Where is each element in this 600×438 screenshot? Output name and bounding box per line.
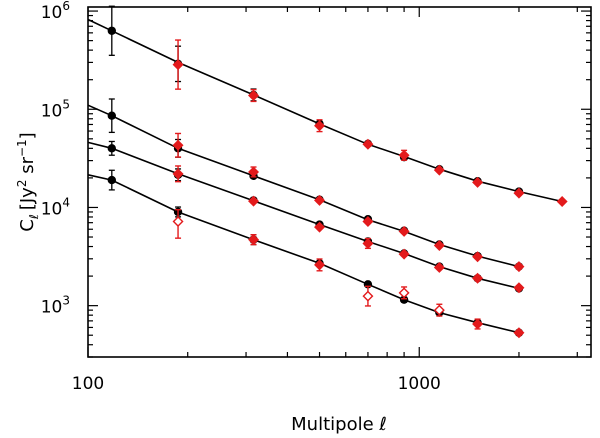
black-data-point xyxy=(107,175,117,185)
model-line xyxy=(87,18,563,203)
red-diamond-point xyxy=(398,149,410,161)
x-axis-label: Multipole ℓ xyxy=(291,414,387,435)
red-open-diamond-point xyxy=(172,215,184,227)
y-tick-label: 106 xyxy=(41,0,70,23)
series-curve-2 xyxy=(87,98,525,273)
plot-frame xyxy=(87,6,592,358)
red-diamond-point xyxy=(398,248,410,260)
red-diamond-point xyxy=(248,195,260,207)
red-open-diamond-point xyxy=(362,290,374,302)
model-line xyxy=(87,174,520,334)
red-diamond-point xyxy=(513,327,525,339)
red-diamond-point xyxy=(398,225,410,237)
model-line xyxy=(87,104,520,268)
red-diamond-point xyxy=(248,166,260,178)
red-diamond-point xyxy=(172,168,184,180)
y-tick-label: 105 xyxy=(41,97,70,121)
red-diamond-point xyxy=(362,237,374,249)
y-axis-label-open: [Jy xyxy=(17,187,38,210)
y-tick-label: 103 xyxy=(41,294,70,318)
red-diamond-point xyxy=(362,138,374,150)
x-tick-label: 1000 xyxy=(398,374,441,394)
y-axis-label-main: C xyxy=(17,219,38,232)
y-axis-label-subscript: ℓ xyxy=(27,214,41,220)
series-curve-4 xyxy=(87,169,525,339)
y-axis-label-close: ] xyxy=(17,132,38,139)
y-axis-label: Cℓ [Jy2 sr−1] xyxy=(15,132,41,231)
red-diamond-point xyxy=(433,261,445,273)
y-tick-label: 104 xyxy=(41,195,70,219)
red-diamond-point xyxy=(172,59,184,71)
x-tick-label: 100 xyxy=(72,374,104,394)
black-data-point xyxy=(107,144,117,153)
red-diamond-point xyxy=(433,164,445,176)
red-diamond-point xyxy=(556,196,568,207)
red-diamond-point xyxy=(472,176,484,188)
red-diamond-point xyxy=(362,215,374,227)
red-open-diamond-point xyxy=(398,287,410,299)
red-diamond-point xyxy=(472,318,484,330)
red-diamond-point xyxy=(314,194,326,206)
y-axis-label-sup2: −1 xyxy=(15,139,29,157)
y-axis-label-mid: sr xyxy=(17,156,38,179)
red-diamond-point xyxy=(472,272,484,284)
red-open-diamond-point xyxy=(433,304,445,316)
red-diamond-point xyxy=(513,187,525,199)
y-axis-label-sup1: 2 xyxy=(15,180,29,188)
black-data-point xyxy=(107,111,117,120)
black-data-point xyxy=(399,295,409,304)
series-curve-3 xyxy=(87,140,525,294)
black-data-point xyxy=(107,26,117,35)
red-diamond-point xyxy=(248,90,260,102)
red-diamond-point xyxy=(472,251,484,263)
axis-ticks: 100 1000 103 104 105 106 xyxy=(41,0,591,394)
red-diamond-point xyxy=(314,221,326,233)
red-diamond-point xyxy=(513,282,525,294)
model-line xyxy=(87,141,520,290)
red-diamond-point xyxy=(248,234,260,246)
red-diamond-point xyxy=(513,261,525,273)
red-diamond-point xyxy=(172,139,184,151)
red-diamond-point xyxy=(433,239,445,251)
series-curve-1 xyxy=(87,5,568,207)
red-diamond-point xyxy=(314,259,326,271)
red-diamond-point xyxy=(314,120,326,132)
plot-area xyxy=(87,5,568,339)
